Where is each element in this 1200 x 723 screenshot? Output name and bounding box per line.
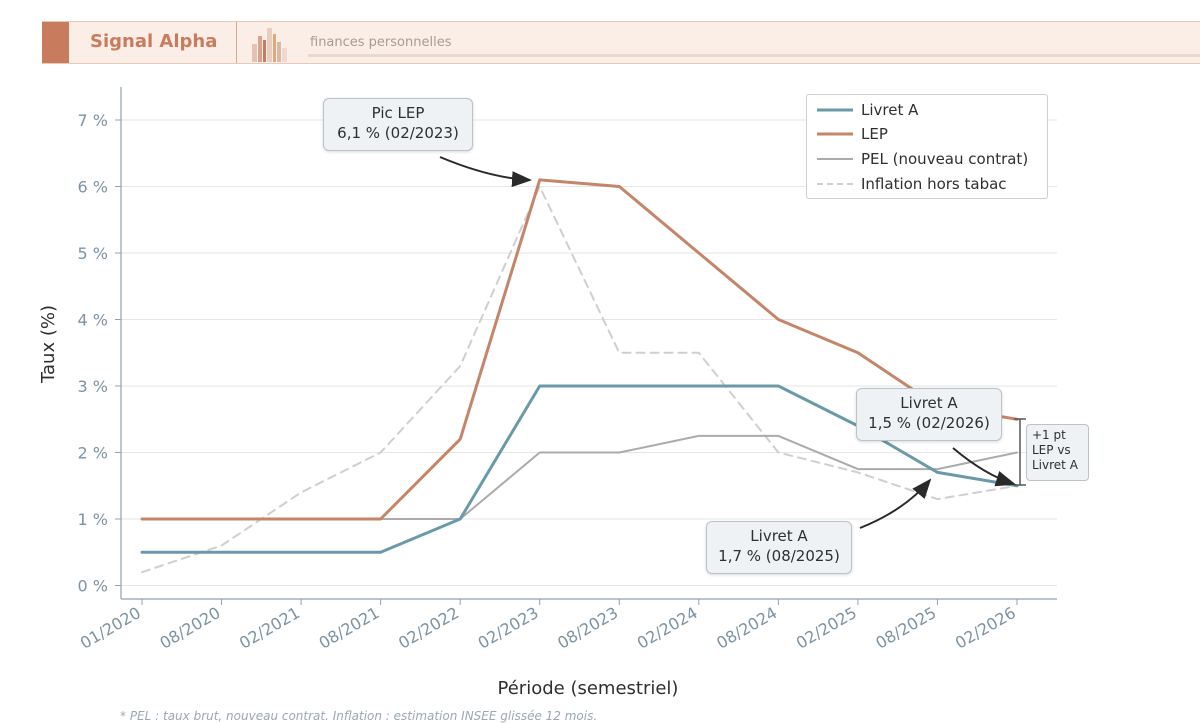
- annotation-line: Livret A: [750, 527, 808, 545]
- y-tick-label: 1 %: [78, 510, 108, 529]
- legend-item-inflation: Inflation hors tabac: [815, 173, 1045, 195]
- tagline: finances personnelles: [310, 35, 452, 50]
- x-tick-label: 08/2023: [554, 603, 621, 653]
- legend-label: LEP: [861, 125, 888, 143]
- legend-label: Livret A: [861, 101, 919, 119]
- x-tick-label: 08/2020: [156, 603, 223, 653]
- y-tick-label: 3 %: [78, 377, 108, 396]
- y-tick-label: 0 %: [78, 577, 108, 596]
- legend-item-lep: LEP: [815, 123, 1045, 145]
- y-tick-label: 2 %: [78, 444, 108, 463]
- annotation-line: 1,5 % (02/2026): [868, 414, 990, 432]
- series-line-pel-nouveau-contrat: [141, 434, 1018, 520]
- annotation-livret-a-2025: Livret A 1,7 % (08/2025): [706, 521, 852, 574]
- annotation-line: 6,1 % (02/2023): [337, 124, 459, 142]
- x-tick-label: 02/2023: [475, 603, 542, 653]
- city-logo-icon: [252, 28, 287, 62]
- pic-lep-arrow: [439, 156, 532, 188]
- annotation-gap: +1 pt LEP vs Livret A: [1026, 424, 1089, 481]
- legend-swatch-pel: [817, 158, 853, 160]
- brand-name: Signal Alpha: [90, 31, 218, 52]
- annotation-pic-lep: Pic LEP 6,1 % (02/2023): [323, 98, 473, 151]
- x-tick-label: 02/2021: [236, 603, 303, 653]
- annotation-line: Livret A: [900, 394, 958, 412]
- x-tick-label: 02/2025: [793, 603, 860, 653]
- brand-color-block: [42, 22, 69, 63]
- x-tick-label: 02/2022: [395, 603, 462, 653]
- y-tick-label: 5 %: [78, 244, 108, 263]
- annotation-line: LEP vs: [1032, 443, 1071, 457]
- chart-legend: Livret A LEP PEL (nouveau contrat) Infla…: [806, 94, 1048, 199]
- series-line-inflation-hors-tabac: [141, 185, 1018, 574]
- x-tick-label: 08/2024: [713, 603, 780, 653]
- header-divider: [236, 22, 237, 63]
- x-tick-label: 02/2024: [634, 603, 701, 653]
- annotation-line: Pic LEP: [371, 104, 425, 122]
- annotation-line: 1,7 % (08/2025): [718, 547, 840, 565]
- livret-a-2026-arrow: [952, 447, 1016, 487]
- y-tick-label: 7 %: [78, 111, 108, 130]
- x-tick-label: 02/2026: [952, 603, 1019, 653]
- legend-swatch-lep: [817, 132, 853, 136]
- annotation-livret-a-2026: Livret A 1,5 % (02/2026): [856, 388, 1002, 441]
- legend-swatch-inflation: [817, 183, 853, 185]
- series-line-lep: [140, 178, 1019, 521]
- header-banner: Signal Alpha finances personnelles: [42, 21, 1200, 64]
- x-tick-label: 01/2020: [77, 603, 144, 653]
- legend-label: Inflation hors tabac: [861, 175, 1007, 193]
- legend-label: PEL (nouveau contrat): [861, 150, 1029, 168]
- footnote: * PEL : taux brut, nouveau contrat. Infl…: [120, 709, 598, 723]
- annotation-line: Livret A: [1032, 458, 1078, 472]
- x-tick-label: 08/2025: [872, 603, 939, 653]
- annotation-line: +1 pt: [1032, 428, 1066, 442]
- y-tick-label: 4 %: [78, 311, 108, 330]
- x-tick-label: 08/2021: [316, 603, 383, 653]
- livret-a-2025-arrow: [859, 478, 932, 529]
- tagline-rule: [308, 54, 1200, 57]
- x-axis-label: Période (semestriel): [498, 678, 679, 699]
- legend-item-livret-a: Livret A: [815, 99, 1045, 121]
- legend-item-pel: PEL (nouveau contrat): [815, 148, 1045, 170]
- y-axis-label: Taux (%): [38, 305, 59, 384]
- legend-swatch-livret-a: [817, 108, 853, 112]
- y-tick-label: 6 %: [78, 178, 108, 197]
